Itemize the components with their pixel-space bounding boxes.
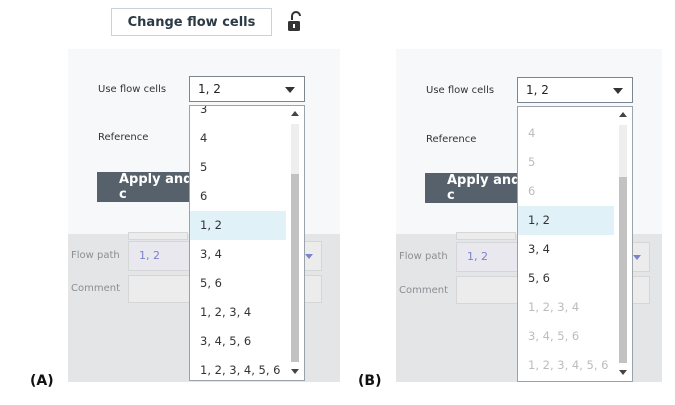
use-flow-cells-label: Use flow cells (98, 84, 167, 95)
dropdown-option[interactable]: 1, 2, 3, 4, 5, 6 (200, 363, 281, 377)
change-flow-cells-button[interactable]: Change flow cells (111, 8, 272, 36)
use-flow-cells-value: 1, 2 (526, 83, 549, 97)
dropdown-option[interactable]: 5 (200, 160, 208, 174)
dropdown-option[interactable]: 3, 4 (528, 242, 550, 256)
flow-path-label: Flow path (399, 251, 448, 262)
flow-path-value: 1, 2 (467, 250, 488, 263)
flow-cells-dropdown-b[interactable]: 4 5 6 1, 2 3, 4 5, 6 1, 2, 3, 4 3, 4, 5,… (517, 106, 633, 382)
scroll-down-icon[interactable] (291, 369, 299, 374)
chevron-down-icon (613, 88, 623, 94)
comment-field (128, 275, 190, 303)
dropdown-option[interactable]: 4 (200, 131, 208, 145)
reference-field (128, 232, 188, 240)
use-flow-cells-label: Use flow cells (426, 85, 495, 96)
use-flow-cells-select[interactable]: 1, 2 (189, 76, 305, 102)
reference-field (456, 232, 516, 240)
reference-label: Reference (98, 132, 149, 143)
use-flow-cells-value: 1, 2 (198, 82, 221, 96)
dropdown-option-disabled: 1, 2, 3, 4 (528, 300, 580, 314)
dropdown-option[interactable]: 6 (200, 189, 208, 203)
comment-label: Comment (399, 285, 448, 296)
dropdown-options: 4 5 6 1, 2 3, 4 5, 6 1, 2, 3, 4 3, 4, 5,… (518, 119, 614, 380)
chevron-down-icon (305, 254, 313, 259)
scroll-up-icon[interactable] (619, 112, 627, 117)
flow-path-label: Flow path (71, 250, 120, 261)
dropdown-option-disabled: 3, 4, 5, 6 (528, 329, 580, 343)
scrollbar[interactable] (291, 124, 299, 362)
chevron-down-icon (633, 255, 641, 260)
scroll-down-icon[interactable] (619, 370, 627, 375)
apply-button[interactable]: Apply and c (425, 173, 525, 203)
comment-label: Comment (71, 283, 120, 294)
panel-label-a: (A) (30, 373, 54, 389)
scroll-up-icon[interactable] (291, 111, 299, 116)
dropdown-option[interactable]: 1, 2, 3, 4 (200, 305, 252, 319)
dropdown-option-disabled: 1, 2, 3, 4, 5, 6 (528, 358, 609, 372)
scrollbar-thumb[interactable] (619, 177, 627, 363)
scrollbar[interactable] (619, 125, 627, 363)
comment-field (456, 276, 518, 304)
unlock-icon[interactable] (286, 10, 306, 34)
flow-path-field (456, 242, 518, 272)
dropdown-option-selected[interactable]: 1, 2 (518, 206, 614, 235)
dropdown-option-disabled: 4 (528, 126, 536, 140)
apply-button[interactable]: Apply and c (97, 172, 197, 202)
dropdown-option[interactable]: 5, 6 (528, 271, 550, 285)
scrollbar-thumb[interactable] (291, 174, 299, 362)
dropdown-option[interactable]: 5, 6 (200, 276, 222, 290)
dropdown-option-partial[interactable]: 3 (200, 105, 208, 116)
dropdown-option[interactable]: 3, 4 (200, 247, 222, 261)
flow-cells-dropdown-a[interactable]: 3 4 5 6 1, 2 3, 4 5, 6 1, 2, 3, 4 3, 4, … (189, 105, 305, 381)
dropdown-option-disabled: 6 (528, 184, 536, 198)
reference-label: Reference (426, 134, 477, 145)
use-flow-cells-select[interactable]: 1, 2 (517, 77, 633, 103)
flow-path-field (128, 241, 190, 271)
flow-path-value: 1, 2 (139, 249, 160, 262)
dropdown-option-selected[interactable]: 1, 2 (190, 211, 286, 240)
dropdown-options: 3 4 5 6 1, 2 3, 4 5, 6 1, 2, 3, 4 3, 4, … (190, 105, 286, 380)
dropdown-option-disabled: 5 (528, 155, 536, 169)
chevron-down-icon (285, 87, 295, 93)
panel-label-b: (B) (358, 373, 382, 389)
dropdown-option[interactable]: 3, 4, 5, 6 (200, 334, 252, 348)
